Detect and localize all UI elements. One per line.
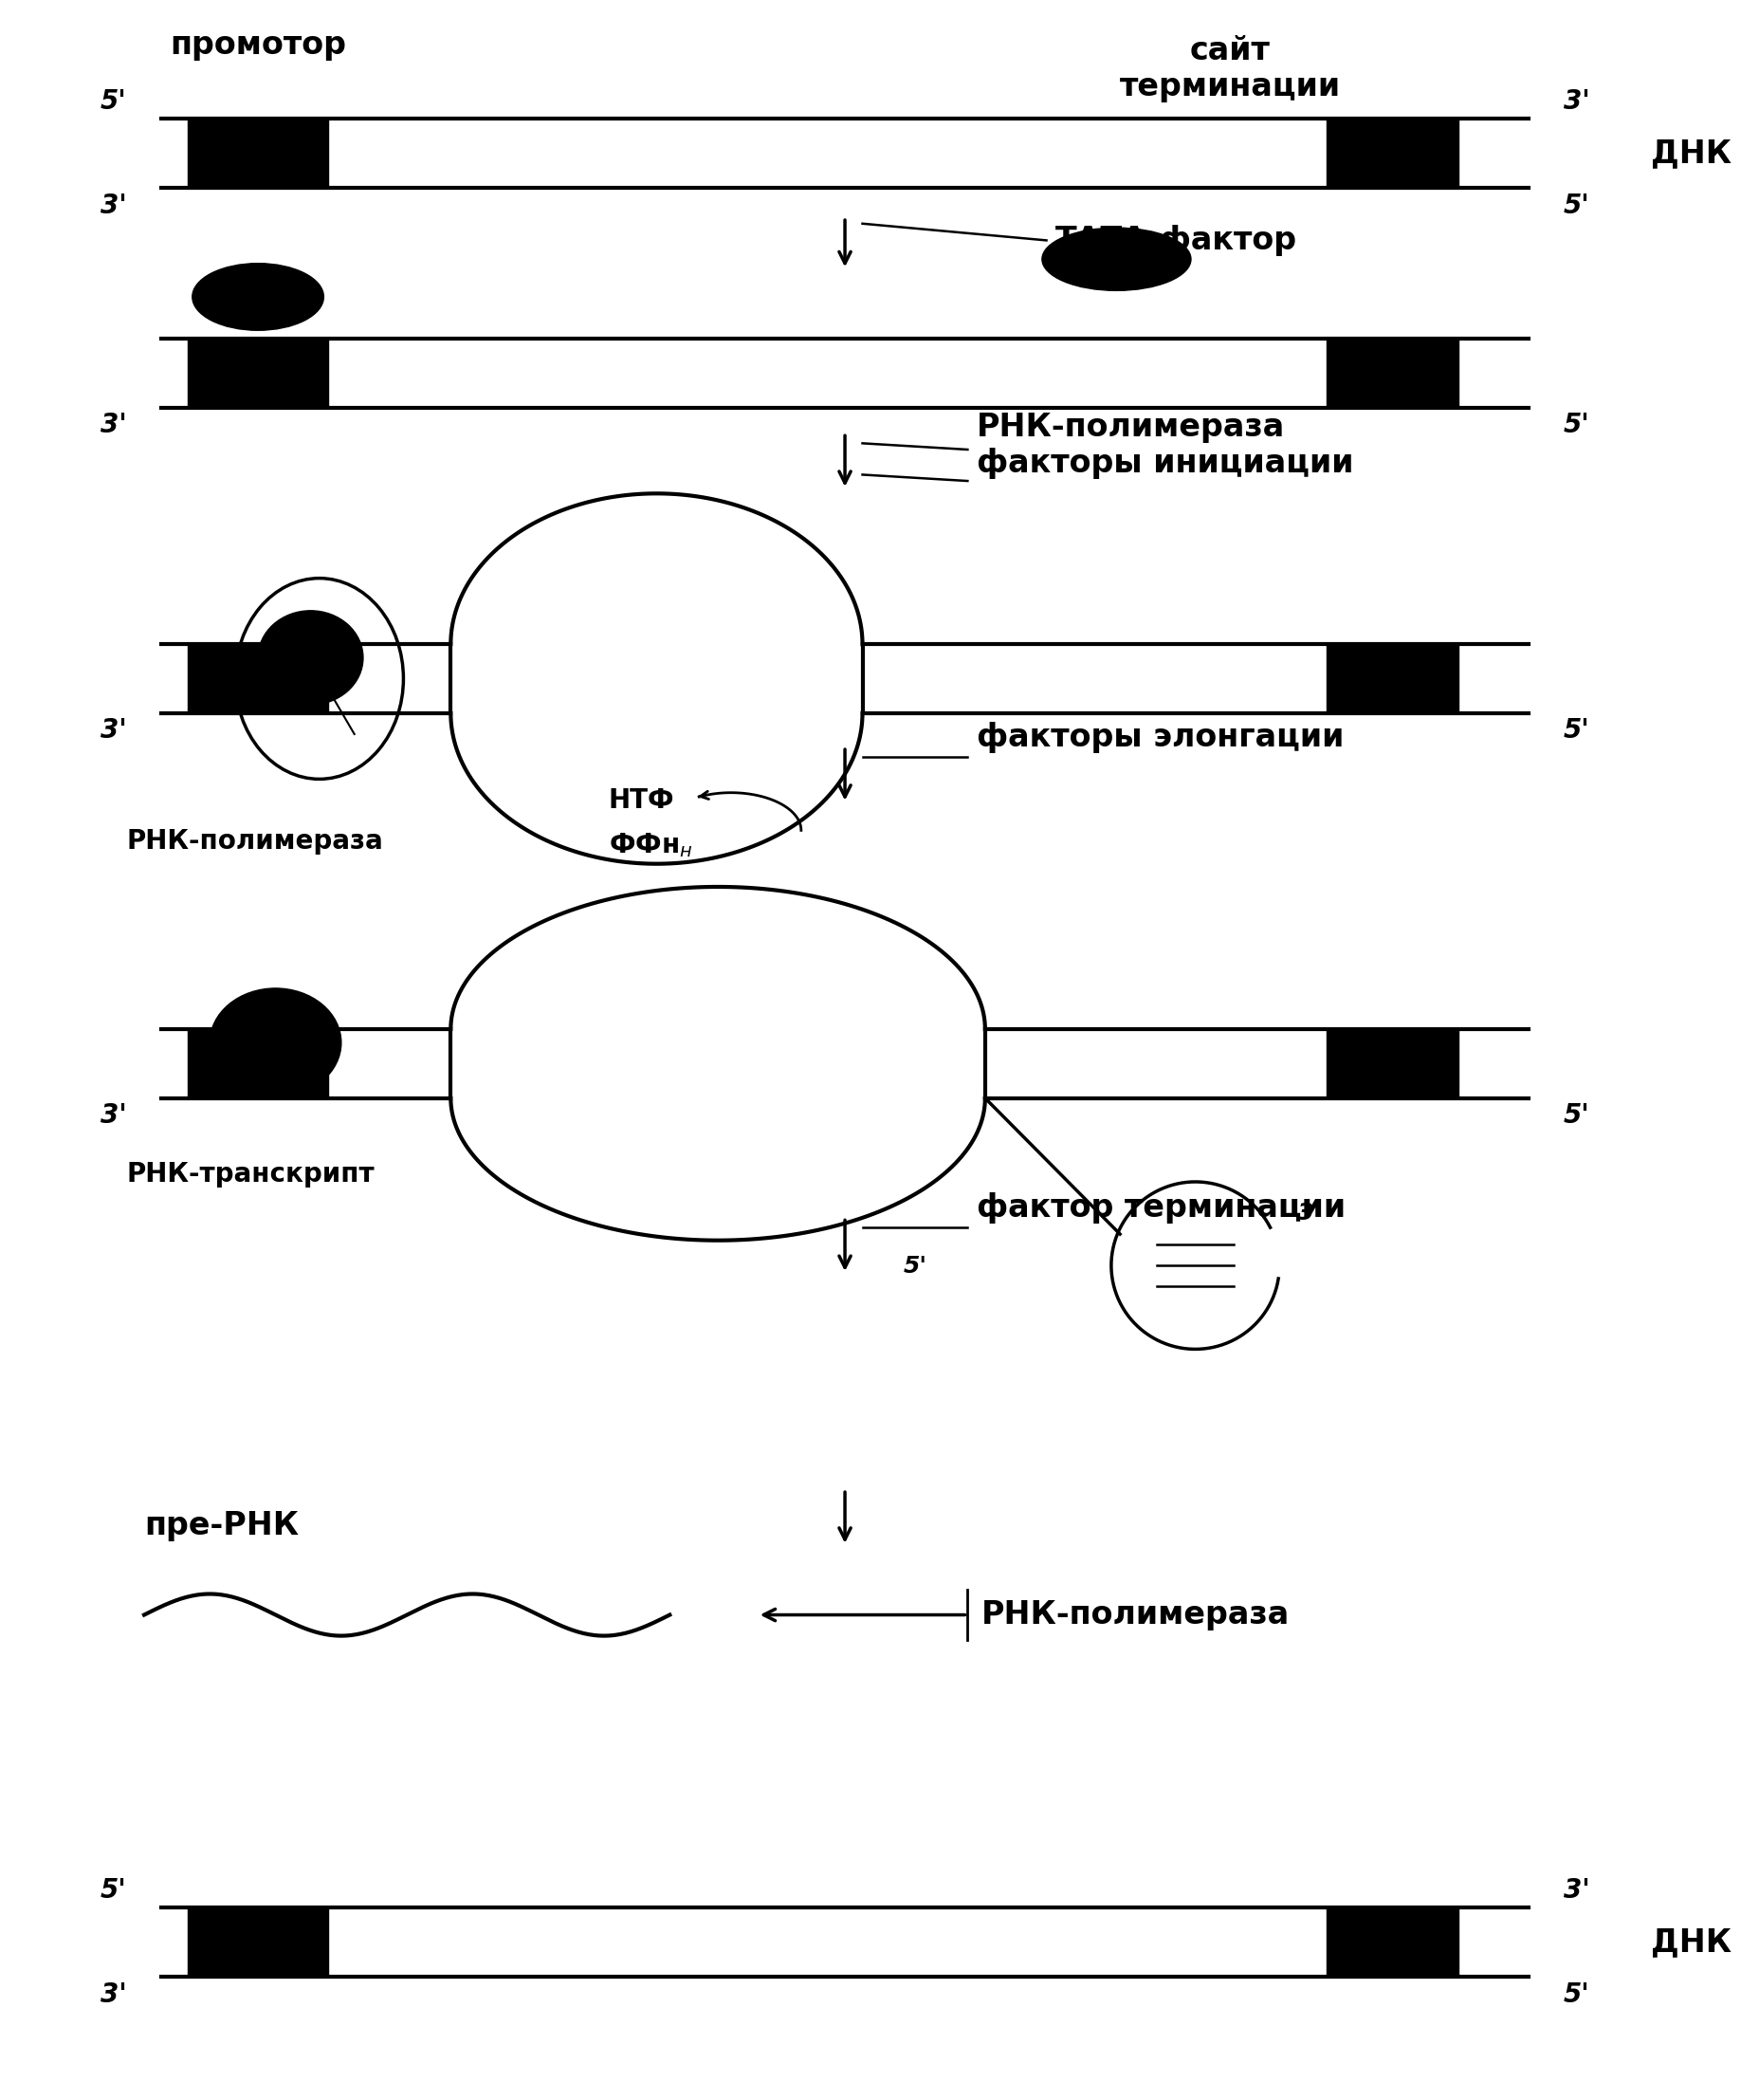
Text: 5': 5' bbox=[100, 88, 127, 116]
Text: РНК-полимераза: РНК-полимераза bbox=[976, 412, 1284, 443]
Text: ДНК: ДНК bbox=[1650, 139, 1731, 170]
Text: 3': 3' bbox=[1296, 1201, 1319, 1224]
Ellipse shape bbox=[259, 611, 362, 706]
Text: 3': 3' bbox=[100, 718, 127, 743]
Text: 5': 5' bbox=[902, 1256, 927, 1277]
Bar bbox=[1326, 1907, 1458, 1976]
Text: сайт
терминации: сайт терминации bbox=[1119, 36, 1340, 103]
Bar bbox=[1326, 338, 1458, 407]
Text: факторы инициации: факторы инициации bbox=[976, 447, 1353, 479]
Ellipse shape bbox=[1041, 227, 1191, 290]
Bar bbox=[188, 120, 327, 189]
Text: 5': 5' bbox=[1562, 193, 1588, 218]
Text: пре-РНК: пре-РНК bbox=[144, 1510, 299, 1541]
Text: промотор: промотор bbox=[169, 29, 347, 61]
Text: ТАТА-фактор: ТАТА-фактор bbox=[1055, 225, 1296, 256]
Bar bbox=[188, 1907, 327, 1976]
Text: 5': 5' bbox=[1562, 412, 1588, 439]
Text: 3': 3' bbox=[100, 1980, 127, 2008]
Text: 5': 5' bbox=[1562, 718, 1588, 743]
Bar bbox=[1326, 1029, 1458, 1098]
Text: ДНК: ДНК bbox=[1650, 1926, 1731, 1957]
Text: 3': 3' bbox=[100, 1103, 127, 1130]
Text: ФФн$_н$: ФФн$_н$ bbox=[609, 832, 691, 859]
Text: НТФ: НТФ bbox=[609, 788, 674, 813]
Text: 5': 5' bbox=[1562, 1103, 1588, 1130]
Text: 3': 3' bbox=[1562, 88, 1588, 116]
Bar bbox=[1326, 120, 1458, 189]
Bar bbox=[188, 645, 327, 714]
Text: 3': 3' bbox=[100, 412, 127, 439]
Text: 3': 3' bbox=[100, 193, 127, 218]
Text: 3': 3' bbox=[1562, 1877, 1588, 1903]
Text: фактор терминации: фактор терминации bbox=[976, 1193, 1344, 1224]
Ellipse shape bbox=[209, 989, 341, 1096]
Bar bbox=[188, 338, 327, 407]
Text: РНК-транскрипт: РНК-транскрипт bbox=[127, 1161, 375, 1186]
Bar bbox=[1326, 645, 1458, 714]
Text: 5': 5' bbox=[1562, 1980, 1588, 2008]
Text: РНК-полимераза: РНК-полимераза bbox=[982, 1600, 1289, 1630]
Text: РНК-полимераза: РНК-полимераза bbox=[127, 827, 383, 855]
Text: 5': 5' bbox=[100, 1877, 127, 1903]
Bar bbox=[188, 1029, 327, 1098]
Text: факторы элонгации: факторы элонгации bbox=[976, 722, 1342, 754]
Ellipse shape bbox=[192, 262, 324, 330]
